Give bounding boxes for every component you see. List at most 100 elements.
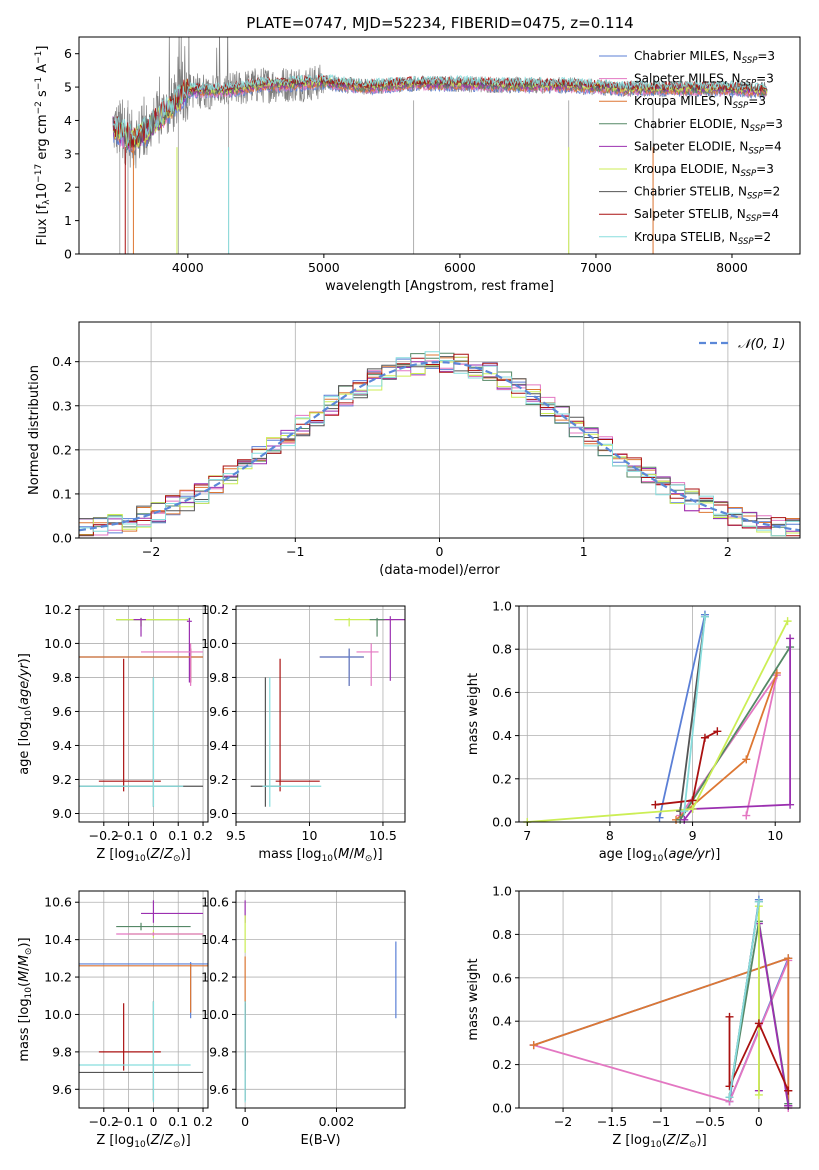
- histogram-steps: [79, 351, 800, 537]
- x-tick-label: 10.5: [369, 828, 397, 843]
- errorbar-point: [141, 643, 204, 686]
- weight-marker: [680, 807, 689, 816]
- weight-marker: [784, 1086, 793, 1095]
- y-axis-label: Flux [fλ10−17 erg cm−2 s−1 A−1]: [34, 46, 52, 246]
- x-tick-label: 8: [606, 828, 614, 843]
- weight-series: [523, 617, 792, 826]
- x-tick-label: 0: [149, 1114, 157, 1129]
- y-tick-label: 9.6: [52, 1082, 72, 1097]
- errorbar-point: [250, 677, 281, 807]
- weight-marker: [754, 897, 763, 906]
- y-tick-label: 10.2: [44, 970, 72, 985]
- x-tick-label: 4000: [172, 260, 204, 275]
- y-tick-label: 0.6: [492, 685, 512, 700]
- y-tick-label: 0.4: [492, 1014, 512, 1029]
- legend-label: Chabrier STELIB, NSSP=2: [634, 185, 780, 202]
- y-tick-label: 0.2: [492, 771, 512, 786]
- weight-marker: [713, 727, 722, 736]
- x-tick-label: 0.002: [319, 1114, 355, 1129]
- spectrum-lines: [112, 37, 768, 254]
- y-tick-label: 0.4: [492, 728, 512, 743]
- y-tick-label: 0.0: [492, 1101, 512, 1116]
- weight-marker: [655, 813, 664, 822]
- y-tick-label: 9.2: [52, 772, 72, 787]
- y-tick-label: 0.0: [52, 531, 72, 546]
- x-axis-label: wavelength [Angstrom, rest frame]: [325, 279, 554, 294]
- y-tick-label: 0: [64, 247, 72, 262]
- y-tick-label: 10.4: [44, 932, 72, 947]
- y-tick-label: 0.2: [492, 1057, 512, 1072]
- axes-frame: [78, 890, 209, 1109]
- x-tick-label: 5000: [308, 260, 340, 275]
- mass-vs-reddening-panel: 0 0.002 9.6 9.8 10.0 10.2 10.4 10.6 E(B-V): [201, 890, 406, 1148]
- errorbar-point: [98, 658, 161, 792]
- errorbar-points: [250, 616, 405, 807]
- weight-marker: [700, 733, 709, 742]
- y-tick-label: 0.8: [492, 927, 512, 942]
- axes-frame: [235, 605, 406, 823]
- weight-series-line: [527, 620, 789, 823]
- errorbar-point: [79, 1001, 191, 1103]
- weight-marker: [725, 1093, 734, 1102]
- x-tick-label: 0: [755, 1114, 763, 1129]
- y-tick-label: 0.1: [52, 486, 72, 501]
- x-tick-label: 0: [436, 544, 444, 559]
- mass-vs-metallicity-panel: −0.2−0.1 0 0.1 0.2 9.6 9.8 10.0 10.2 10.4 10.6 Z […: [17, 890, 213, 1150]
- weight-marker: [754, 1019, 763, 1028]
- x-tick-label: 7: [523, 828, 531, 843]
- x-tick-label: 0.2: [193, 828, 213, 843]
- x-axis-label: E(B-V): [300, 1133, 340, 1148]
- x-tick-label: 0: [241, 1114, 249, 1129]
- x-tick-label: −1: [286, 544, 304, 559]
- weight-marker: [742, 755, 751, 764]
- errorbar-point: [319, 648, 364, 686]
- weight-marker: [725, 1012, 734, 1021]
- axes-frame: [78, 36, 801, 255]
- legend-label: Chabrier MILES, NSSP=3: [634, 49, 775, 66]
- errorbar-points: [244, 900, 397, 1103]
- errorbar-point: [141, 900, 204, 923]
- weight-lines: [529, 895, 793, 1112]
- weight-series-line: [658, 614, 706, 818]
- errorbar-point: [262, 677, 322, 807]
- y-tick-label: 9.8: [52, 1044, 72, 1059]
- y-tick-label: 10.4: [201, 932, 229, 947]
- weight-marker: [725, 1082, 734, 1091]
- weight-marker: [783, 617, 792, 626]
- age-vs-mass-panel: 9.5 10 10.5 9.0 9.2 9.4 9.6 9.8 10.0 10.2 mass [lo…: [201, 602, 406, 864]
- weight-marker: [784, 954, 793, 963]
- y-axis-label: age [log10(age/yr)]: [17, 653, 34, 775]
- axes-frame: [518, 890, 801, 1109]
- errorbar-point: [98, 1003, 161, 1071]
- residual-histogram-panel: −2 −1 0 1 2 0.0 0.1 0.2 0.3 0.4 (data-model)/error…: [27, 321, 801, 578]
- x-tick-label: −2: [554, 1114, 572, 1129]
- y-tick-label: 0.0: [492, 815, 512, 830]
- y-tick-label: 0.3: [52, 398, 72, 413]
- errorbar-point: [133, 617, 146, 637]
- y-tick-label: 10.2: [201, 602, 229, 617]
- x-tick-label: 7000: [580, 260, 612, 275]
- y-tick-label: 10.6: [44, 895, 72, 910]
- axes-frame: [235, 890, 406, 1109]
- y-tick-label: 10.0: [201, 1007, 229, 1022]
- y-tick-label: 9.8: [209, 670, 229, 685]
- normal-reference-curve: [79, 360, 800, 532]
- x-axis-label: age [log10(age/yr)]: [599, 847, 721, 864]
- x-tick-label: 2: [724, 544, 732, 559]
- x-tick-label: 0: [149, 828, 157, 843]
- errorbar-point: [79, 963, 208, 1013]
- x-tick-label: 0.1: [168, 1114, 188, 1129]
- weight-series: [754, 919, 793, 1110]
- x-tick-label: 0.1: [168, 828, 188, 843]
- x-tick-label: 1: [580, 544, 588, 559]
- y-tick-label: 9.0: [52, 806, 72, 821]
- y-tick-label: 9.6: [52, 704, 72, 719]
- axes-frame: [518, 605, 801, 823]
- legend-label: Kroupa STELIB, NSSP=2: [634, 230, 771, 247]
- x-axis-label: (data-model)/error: [379, 563, 500, 578]
- spectrum-legend: Chabrier MILES, NSSP=3 Salpeter MILES, NS…: [599, 49, 783, 247]
- age-vs-metallicity-panel: −0.2−0.1 0 0.1 0.2 9.0 9.2 9.4 9.6 9.8 10.0 10.2 Z …: [17, 602, 213, 864]
- x-tick-label: 6000: [444, 260, 476, 275]
- weight-marker: [688, 805, 697, 814]
